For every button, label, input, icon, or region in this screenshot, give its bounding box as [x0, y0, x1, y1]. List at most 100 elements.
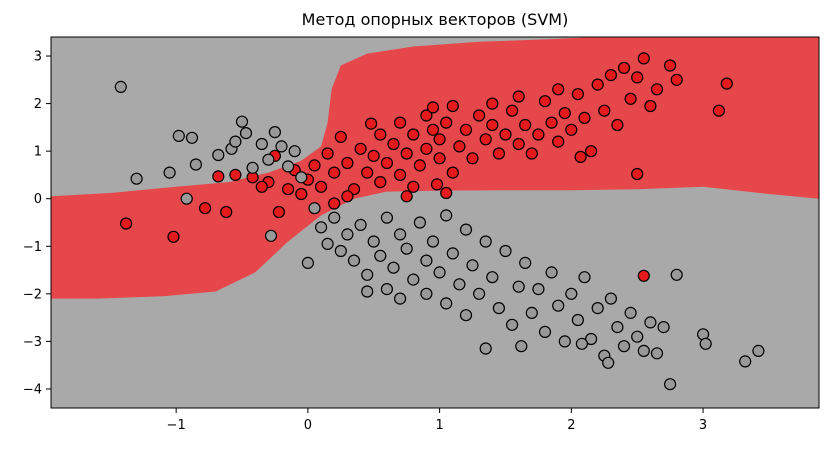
scatter-point-series-2 — [739, 355, 752, 368]
x-tick-label: 0 — [304, 418, 312, 433]
scatter-point-series-1 — [624, 92, 637, 105]
scatter-point-series-2 — [591, 302, 604, 315]
scatter-point-series-2 — [374, 249, 387, 262]
scatter-point-series-2 — [657, 321, 670, 334]
scatter-point-series-1 — [499, 128, 512, 141]
scatter-point-series-1 — [433, 133, 446, 146]
scatter-point-series-2 — [315, 221, 328, 234]
scatter-point-series-2 — [407, 273, 420, 286]
scatter-point-series-2 — [492, 302, 505, 315]
scatter-point-series-2 — [532, 283, 545, 296]
x-axis: −1 0 1 2 3 — [167, 408, 707, 433]
scatter-point-series-1 — [282, 183, 295, 196]
scatter-point-series-1 — [420, 142, 433, 155]
scatter-point-series-1 — [374, 176, 387, 189]
scatter-point-series-2 — [262, 153, 275, 166]
scatter-point-series-2 — [505, 318, 519, 331]
plot-area — [51, 37, 819, 408]
scatter-point-series-1 — [512, 90, 525, 103]
scatter-point-series-1 — [212, 170, 225, 183]
scatter-point-series-2 — [275, 140, 288, 153]
scatter-point-series-1 — [440, 116, 453, 129]
scatter-point-series-2 — [420, 254, 433, 267]
scatter-point-series-2 — [519, 256, 532, 269]
scatter-point-series-1 — [611, 118, 624, 132]
scatter-point-series-1 — [407, 180, 420, 193]
scatter-point-series-2 — [515, 340, 528, 353]
scatter-point-series-1 — [365, 117, 378, 130]
scatter-point-series-1 — [591, 78, 604, 91]
scatter-point-series-1 — [272, 205, 285, 219]
scatter-point-series-2 — [301, 256, 314, 269]
scatter-point-series-1 — [712, 104, 726, 117]
scatter-point-series-2 — [246, 161, 259, 174]
scatter-point-series-1 — [545, 116, 558, 129]
scatter-point-series-2 — [617, 340, 631, 353]
scatter-point-series-2 — [571, 313, 585, 327]
scatter-point-series-1 — [512, 137, 525, 151]
scatter-point-series-2 — [229, 135, 242, 148]
scatter-point-series-1 — [453, 140, 466, 153]
scatter-point-series-2 — [459, 223, 473, 236]
scatter-point-series-1 — [466, 152, 479, 165]
scatter-point-series-2 — [453, 278, 466, 291]
scatter-point-series-2 — [499, 244, 512, 258]
scatter-point-series-2 — [163, 166, 176, 179]
scatter-point-series-1 — [394, 116, 407, 129]
scatter-point-series-2 — [282, 160, 295, 173]
scatter-point-series-1 — [328, 166, 341, 179]
scatter-point-series-1 — [255, 180, 268, 193]
scatter-point-series-2 — [114, 80, 127, 94]
scatter-point-series-1 — [446, 99, 459, 113]
scatter-point-series-1 — [578, 111, 591, 125]
scatter-point-series-1 — [720, 77, 733, 90]
scatter-point-series-2 — [354, 218, 367, 231]
scatter-point-series-2 — [295, 171, 308, 184]
y-tick-label: 1 — [34, 145, 42, 160]
scatter-point-series-1 — [604, 68, 618, 82]
scatter-point-series-2 — [288, 145, 301, 158]
scatter-point-series-2 — [400, 242, 413, 255]
scatter-point-series-1 — [574, 150, 587, 163]
y-axis: 3 2 1 0 −1 −2 −3 −4 — [23, 50, 51, 397]
y-tick-label: −2 — [23, 287, 42, 302]
scatter-point-series-1 — [407, 128, 420, 141]
scatter-point-series-1 — [321, 147, 334, 160]
scatter-point-series-1 — [367, 149, 380, 162]
scatter-point-series-1 — [631, 71, 644, 84]
scatter-point-series-1 — [670, 73, 683, 86]
scatter-point-series-2 — [255, 137, 268, 151]
scatter-point-series-2 — [420, 287, 433, 300]
scatter-point-series-1 — [479, 133, 492, 146]
x-tick-label: 2 — [567, 418, 575, 433]
scatter-point-series-2 — [180, 192, 193, 205]
scatter-point-series-2 — [185, 131, 199, 144]
scatter-point-series-2 — [624, 306, 637, 319]
scatter-point-series-1 — [119, 217, 133, 230]
scatter-point-series-1 — [420, 109, 433, 122]
scatter-point-series-2 — [433, 266, 446, 279]
scatter-point-series-2 — [321, 237, 334, 250]
scatter-point-series-2 — [361, 285, 374, 298]
x-tick-label: 3 — [699, 418, 707, 433]
scatter-point-series-1 — [229, 168, 242, 181]
scatter-point-series-1 — [598, 104, 611, 117]
plot-frame — [50, 36, 820, 409]
scatter-point-series-1 — [380, 156, 393, 170]
scatter-point-series-2 — [611, 321, 624, 334]
scatter-point-series-2 — [347, 254, 361, 267]
scatter-point-series-1 — [400, 190, 413, 203]
scatter-point-series-1 — [650, 83, 664, 96]
scatter-point-series-2 — [486, 271, 499, 284]
scatter-point-series-2 — [380, 283, 393, 296]
scatter-point-series-2 — [387, 261, 400, 274]
x-tick-label: 1 — [435, 418, 443, 433]
scatter-point-series-2 — [459, 309, 473, 322]
scatter-point-series-2 — [440, 209, 453, 222]
scatter-point-series-1 — [492, 147, 505, 160]
scatter-point-series-2 — [637, 344, 650, 357]
scatter-point-series-1 — [532, 128, 545, 141]
scatter-point-series-1 — [341, 156, 354, 170]
scatter-point-series-1 — [525, 147, 538, 160]
